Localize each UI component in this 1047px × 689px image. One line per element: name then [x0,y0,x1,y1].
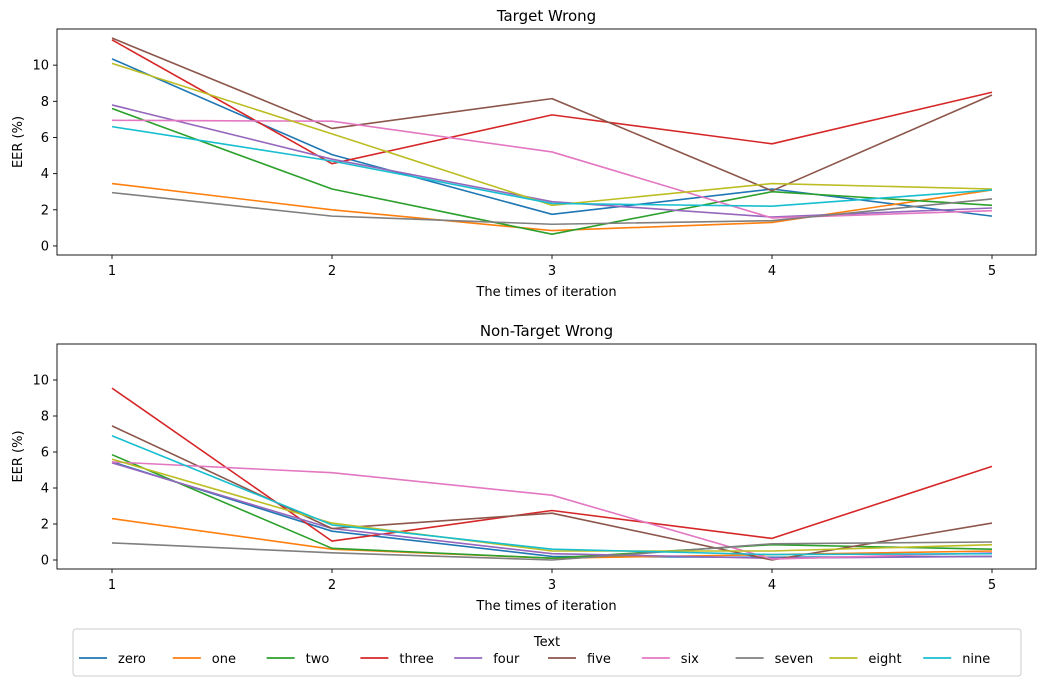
chart-title: Target Wrong [496,7,596,25]
x-axis-label: The times of iteration [475,285,616,300]
x-tick-label: 5 [988,578,996,593]
y-tick-label: 0 [41,239,49,254]
y-tick-label: 10 [32,59,49,74]
axes-frame [56,343,1037,570]
y-tick-label: 0 [41,554,49,569]
series-line-five [111,37,993,192]
y-tick-label: 8 [41,410,49,425]
series-line-six [111,461,993,560]
x-tick-label: 2 [328,578,336,593]
legend-box [72,628,1022,677]
x-tick-label: 3 [548,578,556,593]
y-tick-label: 6 [41,131,49,146]
legend-label-zero: zero [118,652,146,667]
y-axis-label: EER (%) [11,116,26,168]
y-axis-label: EER (%) [11,430,26,482]
series-line-eight [111,458,993,552]
y-tick-label: 4 [41,167,49,182]
series-line-six [111,119,993,219]
legend: Text zero one two three four five six seven eight… [72,628,1022,677]
series-line-five [111,425,993,561]
x-tick-label: 1 [108,264,116,279]
x-tick-label: 2 [328,264,336,279]
y-tick-label: 2 [41,203,49,218]
x-tick-label: 1 [108,578,116,593]
y-tick-label: 4 [41,482,49,497]
series-line-nine [111,125,993,207]
legend-label-three: three [399,652,433,667]
x-tick-label: 3 [548,264,556,279]
series-line-three [111,39,993,165]
chart-title: Non-Target Wrong [480,322,613,340]
series-line-seven [111,191,993,226]
legend-title: Text [533,635,560,650]
y-tick-label: 6 [41,446,49,461]
legend-label-one: one [212,652,236,667]
y-tick-label: 10 [32,374,49,389]
legend-label-five: five [587,652,611,667]
legend-label-eight: eight [868,652,901,667]
series-line-two [111,107,993,236]
series-line-one [111,182,993,232]
legend-label-six: six [681,652,699,667]
y-tick-label: 8 [41,95,49,110]
panel-1: Target Wrong 1 2 3 4 5 0 2 4 6 8 10 The times of ite… [11,7,1037,300]
y-tick-label: 2 [41,518,49,533]
x-tick-label: 5 [988,264,996,279]
series-line-one [111,517,993,560]
series-line-eight [111,62,993,207]
x-axis-label: The times of iteration [475,599,616,614]
x-tick-label: 4 [768,264,776,279]
legend-label-four: four [493,652,520,667]
legend-label-nine: nine [962,652,990,667]
legend-label-two: two [306,652,330,667]
series-line-nine [111,435,993,556]
axes-frame [56,28,1037,256]
legend-label-seven: seven [775,652,814,667]
series-line-two [111,453,993,560]
series-line-seven [111,541,993,561]
series-line-three [111,387,993,542]
x-tick-label: 4 [768,578,776,593]
panel-2: Non-Target Wrong 1 2 3 4 5 0 2 4 6 8 10 The times of… [11,322,1037,614]
